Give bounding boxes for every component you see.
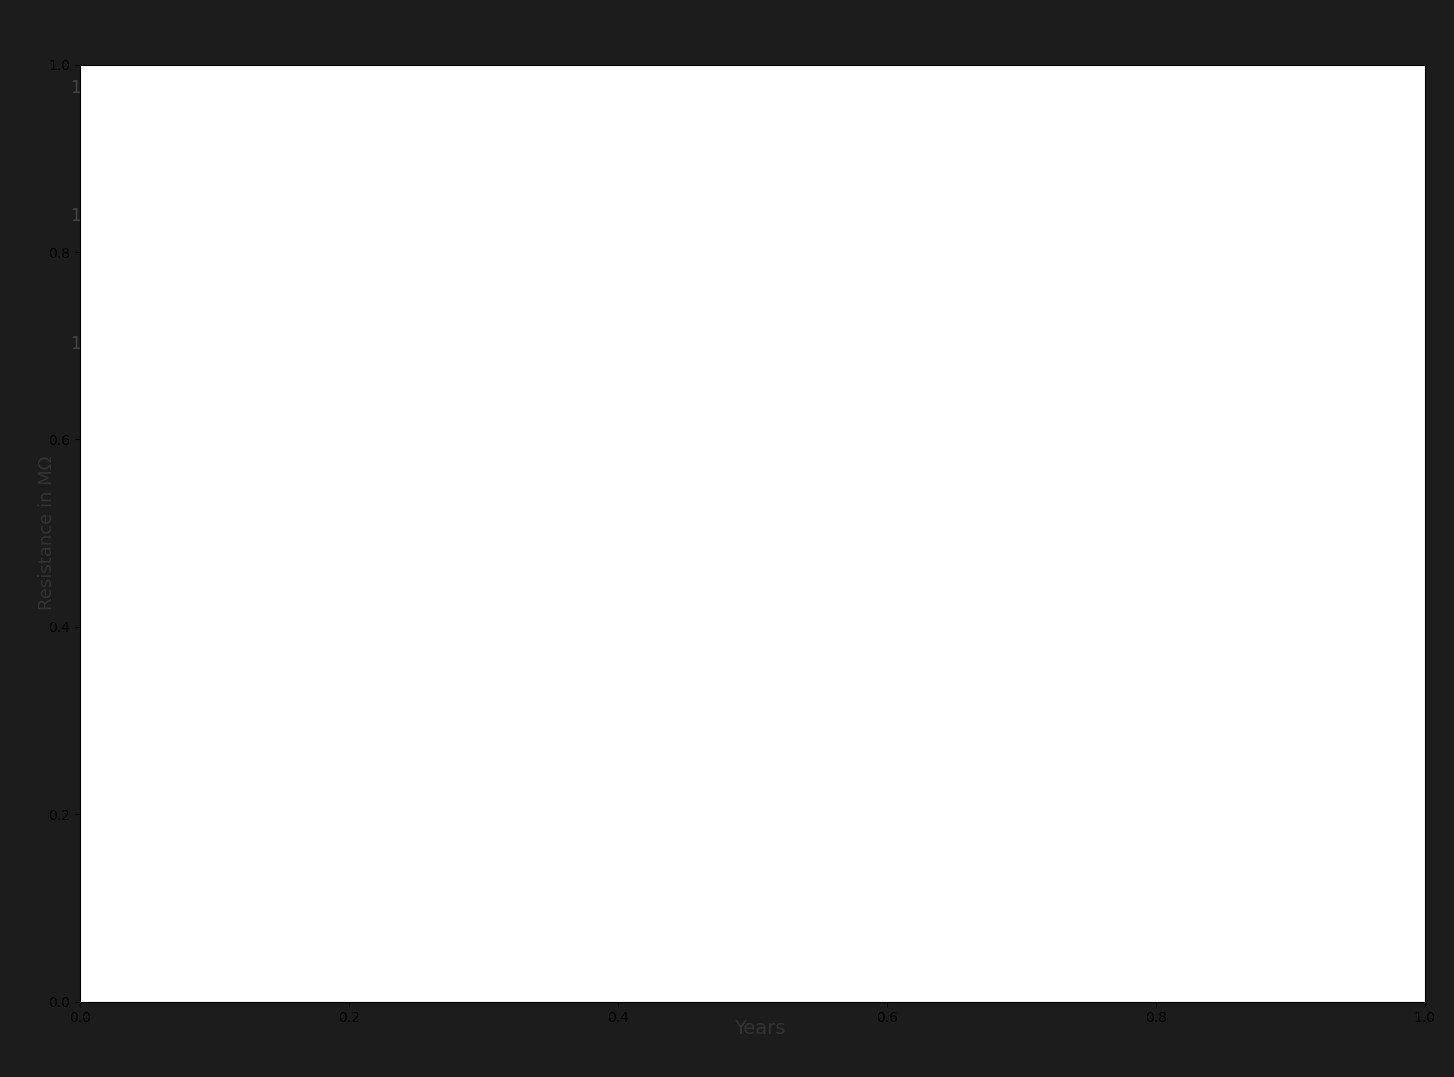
X-axis label: Years: Years xyxy=(734,1019,785,1038)
Text: A: A xyxy=(160,192,173,210)
Text: C: C xyxy=(1096,889,1109,906)
Y-axis label: Resistance in MΩ: Resistance in MΩ xyxy=(38,456,57,611)
Text: D: D xyxy=(1261,160,1274,178)
Text: Engineershub.com: Engineershub.com xyxy=(493,499,819,657)
Text: B: B xyxy=(983,237,995,255)
